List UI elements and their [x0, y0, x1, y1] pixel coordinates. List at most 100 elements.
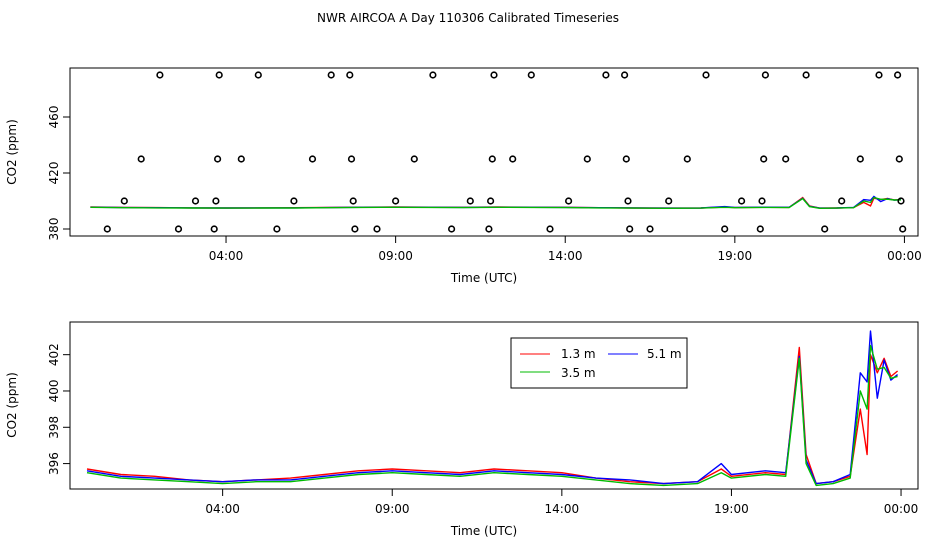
- top-point: [490, 71, 498, 79]
- top-point: [290, 197, 298, 205]
- top-point: [782, 155, 790, 163]
- top-y-axis-title: CO2 (ppm): [5, 119, 19, 185]
- top-point: [721, 225, 729, 233]
- top-point: [665, 197, 673, 205]
- top-panel: 04:00 09:00 14:00 19:00 00:00 380 420 460 Time…: [5, 67, 922, 285]
- bottom-x-axis-title: Time (UTC): [450, 524, 517, 538]
- top-point: [583, 155, 591, 163]
- top-point: [448, 225, 456, 233]
- top-point: [527, 71, 535, 79]
- top-point: [429, 71, 437, 79]
- top-point: [487, 197, 495, 205]
- top-point: [210, 225, 218, 233]
- top-point: [466, 197, 474, 205]
- top-point: [620, 71, 629, 79]
- top-point: [683, 155, 691, 163]
- bottom-series-3-5-m: [86, 344, 898, 487]
- top-x-tick-label: 09:00: [378, 249, 413, 263]
- top-point: [624, 197, 632, 205]
- top-y-axis: 380 420 460: [47, 106, 71, 241]
- bottom-x-tick-label: 09:00: [375, 502, 410, 516]
- top-point: [214, 155, 222, 163]
- bottom-y-axis: 396 398 400 402: [47, 343, 71, 475]
- legend-label-5-1m: 5.1 m: [647, 347, 682, 361]
- top-y-tick-label: 460: [47, 106, 61, 129]
- top-point: [756, 225, 764, 233]
- bottom-x-tick-label: 00:00: [884, 502, 919, 516]
- legend-label-1-3m: 1.3 m: [561, 347, 596, 361]
- top-point: [622, 155, 630, 163]
- bottom-y-axis-title: CO2 (ppm): [5, 372, 19, 438]
- bottom-y-tick-label: 398: [47, 416, 61, 439]
- top-point: [327, 71, 335, 79]
- top-point: [212, 197, 220, 205]
- top-point: [760, 155, 768, 163]
- legend-box: [510, 337, 688, 389]
- top-point: [897, 197, 905, 205]
- top-point: [351, 225, 359, 233]
- bottom-x-tick-label: 04:00: [205, 502, 240, 516]
- top-point: [509, 155, 517, 163]
- bottom-y-tick-label: 402: [47, 343, 61, 366]
- top-point: [156, 71, 164, 79]
- top-point: [254, 71, 262, 79]
- top-point: [564, 197, 573, 205]
- top-point: [602, 71, 610, 79]
- top-point: [899, 225, 907, 233]
- top-point: [273, 225, 281, 233]
- bottom-panel-series-lines: [86, 330, 899, 487]
- bottom-x-tick-label: 14:00: [545, 502, 580, 516]
- top-point: [875, 71, 883, 79]
- top-point: [346, 71, 354, 79]
- top-point: [103, 225, 111, 233]
- top-point: [392, 197, 400, 205]
- bottom-x-tick-label: 19:00: [714, 502, 749, 516]
- top-plot-frame: [69, 67, 919, 237]
- top-x-tick-label: 14:00: [548, 249, 583, 263]
- top-point: [308, 155, 317, 163]
- top-point: [856, 155, 864, 163]
- bottom-series-1-3-m: [86, 346, 899, 485]
- top-point: [646, 225, 654, 233]
- top-x-tick-label: 04:00: [209, 249, 244, 263]
- bottom-y-tick-label: 396: [47, 452, 61, 475]
- top-point: [215, 71, 223, 79]
- top-panel-series-lines: [90, 195, 902, 210]
- top-point: [895, 155, 903, 163]
- top-point: [349, 197, 357, 205]
- top-point: [174, 225, 183, 233]
- bottom-series-5-1-m: [86, 330, 899, 485]
- top-y-tick-label: 420: [47, 162, 61, 185]
- bottom-panel: 04:00 09:00 14:00 19:00 00:00 396 398 400 402 T…: [5, 321, 919, 538]
- top-panel-points: [103, 71, 907, 233]
- top-point: [893, 71, 902, 79]
- top-x-axis-title: Time (UTC): [450, 271, 517, 285]
- legend: 1.3 m 5.1 m 3.5 m: [510, 337, 688, 389]
- top-point: [758, 197, 766, 205]
- top-series-3-5-m: [90, 196, 902, 210]
- top-point: [737, 197, 746, 205]
- top-x-tick-label: 00:00: [887, 249, 922, 263]
- top-x-axis: 04:00 09:00 14:00 19:00 00:00: [209, 235, 922, 263]
- top-point: [237, 155, 245, 163]
- top-point: [626, 225, 634, 233]
- top-point: [821, 225, 829, 233]
- top-point: [410, 155, 418, 163]
- top-point: [373, 225, 381, 233]
- top-point: [120, 197, 128, 205]
- legend-label-3-5m: 3.5 m: [561, 366, 596, 380]
- top-point: [191, 197, 200, 205]
- top-x-tick-label: 19:00: [718, 249, 753, 263]
- top-point: [761, 71, 770, 79]
- bottom-y-tick-label: 400: [47, 380, 61, 403]
- top-point: [838, 197, 846, 205]
- top-point: [485, 225, 493, 233]
- top-y-tick-label: 380: [47, 218, 61, 241]
- top-point: [347, 155, 356, 163]
- top-point: [702, 71, 710, 79]
- top-point: [488, 155, 496, 163]
- top-point: [802, 71, 810, 79]
- figure-title: NWR AIRCOA A Day 110306 Calibrated Times…: [317, 11, 619, 25]
- top-point: [137, 155, 145, 163]
